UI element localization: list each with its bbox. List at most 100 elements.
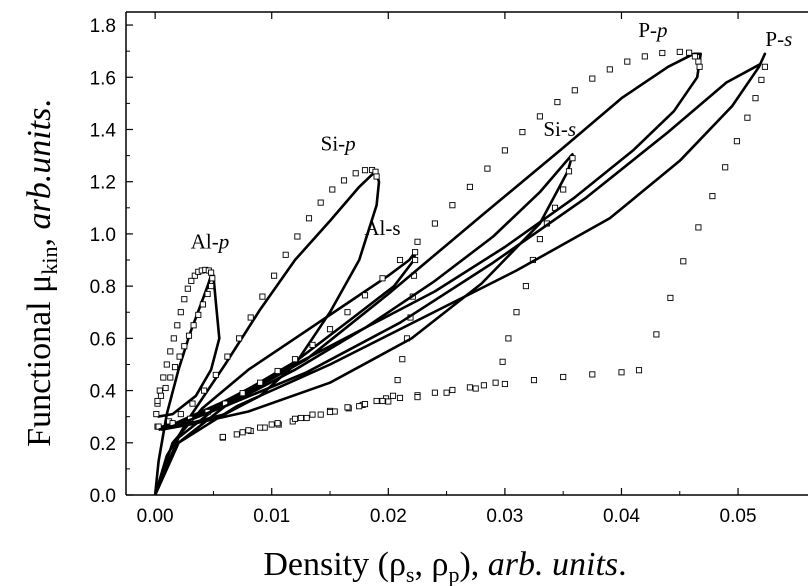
series-marker-p-s xyxy=(245,427,252,434)
series-marker-si-p xyxy=(305,215,313,222)
axes xyxy=(125,11,808,496)
series-marker-al-p xyxy=(188,277,195,284)
series-marker-si-s xyxy=(492,379,499,386)
series-marker-si-s xyxy=(344,404,351,411)
series-label-al-s: Al-s xyxy=(364,216,400,240)
series-marker-al-p xyxy=(156,387,163,394)
series-marker-si-p xyxy=(224,353,231,360)
series-marker-si-s xyxy=(522,283,529,290)
series-marker-al-p xyxy=(191,272,198,279)
series-marker-si-p xyxy=(282,251,289,258)
series-marker-al-s xyxy=(373,397,380,405)
series-marker-al-p xyxy=(163,361,170,368)
series-marker-si-p xyxy=(317,199,324,206)
series-marker-al-p xyxy=(209,275,216,282)
series-marker-p-s xyxy=(326,408,334,416)
series-marker-si-s xyxy=(449,386,456,394)
series-marker-si-s xyxy=(379,397,386,405)
series-marker-si-s xyxy=(466,384,473,391)
series-marker-p-s xyxy=(385,398,392,405)
series-marker-p-p xyxy=(257,379,264,386)
series-marker-si-s xyxy=(257,424,264,431)
series-marker-al-p xyxy=(185,332,193,339)
series-marker-p-p xyxy=(571,87,578,94)
series-marker-p-p xyxy=(291,356,299,363)
series-marker-p-s xyxy=(618,369,625,376)
series-marker-si-p xyxy=(340,177,348,184)
series-marker-al-p xyxy=(181,343,188,350)
series-marker-al-p xyxy=(208,269,215,276)
series-marker-p-p xyxy=(554,99,561,106)
series-marker-p-p xyxy=(659,49,666,57)
series-marker-si-s xyxy=(560,186,567,193)
series-marker-si-s xyxy=(499,358,506,365)
series-label-si-p: Si-p xyxy=(321,131,356,155)
series-marker-p-p xyxy=(239,390,246,397)
series-marker-p-s xyxy=(733,138,740,145)
series-marker-si-s xyxy=(396,394,404,401)
series-marker-al-p xyxy=(167,348,174,355)
series-marker-p-s xyxy=(356,403,363,410)
series-labels: Al-p Si-p Al-s Si-s P-p P-s xyxy=(191,18,793,253)
series-marker-p-s xyxy=(414,394,421,401)
series-marker-al-p xyxy=(171,364,179,371)
series-marker-al-p xyxy=(195,311,202,318)
series-marker-p-p xyxy=(484,165,491,172)
series-marker-al-p xyxy=(177,309,184,316)
series-marker-si-s xyxy=(431,389,438,396)
series-marker-p-s xyxy=(560,373,567,381)
series-marker-p-s xyxy=(635,367,643,374)
series-marker-p-p xyxy=(466,183,473,190)
x-tick-label: 0.02 xyxy=(370,506,407,527)
y-tick-label: 1.6 xyxy=(90,68,116,89)
series-marker-p-s xyxy=(722,164,729,171)
series-label-p-p: P-p xyxy=(638,18,667,42)
x-tick-label: 0.05 xyxy=(720,506,757,527)
series-marker-si-s xyxy=(361,401,369,408)
series-marker-si-s xyxy=(565,168,573,175)
series-marker-al-p xyxy=(160,374,167,381)
series-marker-p-s xyxy=(758,76,765,83)
series-marker-p-p xyxy=(695,58,702,65)
series-line-p-p xyxy=(153,52,702,496)
series-marker-al-p xyxy=(154,397,161,405)
series-marker-p-s xyxy=(530,377,538,384)
series-marker-al-p xyxy=(174,322,181,329)
series-marker-al-p xyxy=(208,283,215,290)
series-marker-si-p xyxy=(352,170,359,177)
series-marker-p-p xyxy=(641,53,648,60)
series-marker-p-p xyxy=(501,147,508,154)
series-marker-p-p xyxy=(309,341,316,348)
series-marker-p-s xyxy=(709,193,716,200)
y-tick-label: 0.8 xyxy=(90,277,116,298)
series-marker-si-s xyxy=(536,236,543,243)
series-marker-p-p xyxy=(379,275,386,282)
series-marker-si-s xyxy=(274,420,281,427)
series-marker-p-p xyxy=(676,48,683,55)
series-marker-al-p xyxy=(176,353,183,360)
x-tick-label: 0.03 xyxy=(486,506,523,527)
series-marker-al-s xyxy=(389,392,397,399)
series-marker-si-p xyxy=(373,173,380,180)
series-marker-al-s xyxy=(394,377,401,384)
series-marker-si-p xyxy=(294,233,301,240)
series-marker-p-p xyxy=(589,75,596,82)
y-tick-label: 0.4 xyxy=(90,382,117,403)
series-marker-al-s xyxy=(399,356,406,363)
plot-area xyxy=(153,48,768,496)
series-marker-si-s xyxy=(309,411,316,418)
series-marker-p-s xyxy=(744,114,751,121)
series-marker-p-p xyxy=(624,58,631,65)
series-marker-al-s xyxy=(412,256,419,264)
series-marker-p-p xyxy=(431,220,438,227)
series-marker-p-p xyxy=(274,367,281,375)
series-marker-p-p xyxy=(396,256,404,264)
series-marker-si-p xyxy=(201,387,208,394)
series-marker-si-s xyxy=(291,415,299,422)
series-marker-p-p xyxy=(519,129,526,136)
series-marker-p-s xyxy=(501,380,508,388)
series-marker-si-s xyxy=(480,382,487,389)
series-marker-al-s xyxy=(412,249,419,256)
series-marker-al-p xyxy=(184,285,191,292)
